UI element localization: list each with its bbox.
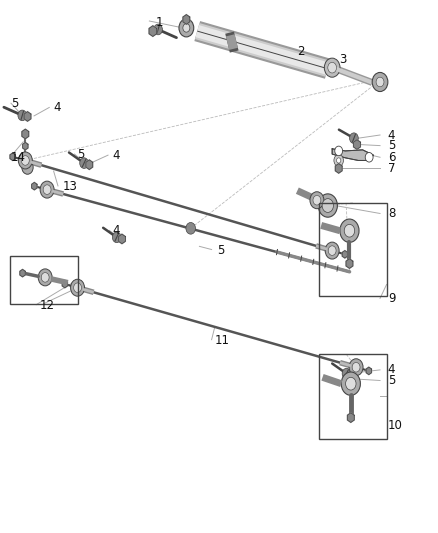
Text: 8: 8 [388, 207, 395, 220]
Circle shape [43, 185, 51, 195]
Circle shape [342, 368, 351, 379]
Text: 10: 10 [388, 419, 403, 432]
Text: 1: 1 [156, 16, 163, 29]
Text: 11: 11 [215, 334, 230, 347]
Text: 6: 6 [388, 151, 396, 164]
Bar [319, 354, 387, 439]
Text: 4: 4 [388, 364, 396, 376]
Circle shape [340, 219, 359, 243]
Polygon shape [23, 142, 28, 150]
Polygon shape [347, 413, 354, 422]
Circle shape [113, 232, 121, 243]
Circle shape [341, 372, 360, 395]
Text: 4: 4 [113, 224, 120, 237]
Circle shape [22, 160, 33, 174]
Circle shape [365, 152, 373, 162]
Polygon shape [342, 251, 347, 258]
Circle shape [21, 156, 29, 165]
Polygon shape [86, 160, 93, 169]
Text: 4: 4 [53, 101, 61, 114]
Polygon shape [22, 129, 29, 139]
Polygon shape [62, 280, 67, 288]
Polygon shape [10, 153, 15, 160]
Circle shape [334, 155, 343, 166]
Text: 14: 14 [11, 151, 26, 164]
Text: 7: 7 [388, 162, 396, 175]
Circle shape [344, 224, 355, 237]
Polygon shape [24, 112, 31, 121]
Text: 5: 5 [11, 96, 18, 110]
Circle shape [346, 377, 356, 390]
Polygon shape [32, 182, 37, 190]
Text: 5: 5 [217, 244, 224, 257]
Text: 5: 5 [78, 148, 85, 160]
Circle shape [71, 279, 85, 296]
Circle shape [313, 196, 321, 205]
Circle shape [18, 152, 32, 169]
Circle shape [74, 283, 81, 293]
Circle shape [41, 272, 49, 282]
Text: 9: 9 [388, 292, 396, 305]
Text: 12: 12 [40, 298, 55, 312]
Circle shape [154, 24, 162, 35]
Circle shape [186, 222, 195, 234]
Circle shape [350, 133, 358, 143]
Polygon shape [353, 140, 360, 149]
Polygon shape [119, 234, 125, 244]
Circle shape [80, 158, 88, 168]
Text: 5: 5 [388, 374, 395, 387]
Circle shape [372, 72, 388, 92]
Polygon shape [350, 374, 357, 384]
Circle shape [183, 23, 190, 32]
Polygon shape [20, 269, 25, 277]
Text: 4: 4 [113, 149, 120, 161]
Polygon shape [336, 164, 342, 173]
Circle shape [349, 359, 363, 376]
Circle shape [40, 181, 54, 198]
Circle shape [18, 110, 27, 120]
Circle shape [336, 158, 341, 163]
Text: 3: 3 [339, 53, 346, 66]
Circle shape [322, 199, 333, 213]
Circle shape [335, 146, 343, 156]
Polygon shape [332, 149, 374, 160]
Circle shape [179, 19, 194, 37]
Circle shape [325, 242, 339, 259]
Circle shape [376, 77, 384, 87]
Circle shape [318, 194, 337, 217]
Circle shape [310, 192, 324, 209]
Text: 2: 2 [297, 45, 305, 58]
Circle shape [324, 58, 340, 77]
Circle shape [38, 269, 52, 286]
Polygon shape [149, 26, 157, 36]
Bar [319, 203, 387, 296]
Polygon shape [183, 14, 190, 24]
Text: 5: 5 [388, 139, 395, 152]
Text: 4: 4 [388, 128, 396, 141]
Circle shape [328, 62, 336, 73]
Text: 13: 13 [62, 181, 77, 193]
Circle shape [328, 246, 336, 255]
Bar [10, 256, 78, 304]
Circle shape [352, 362, 360, 372]
Polygon shape [346, 259, 353, 268]
Polygon shape [366, 367, 371, 375]
